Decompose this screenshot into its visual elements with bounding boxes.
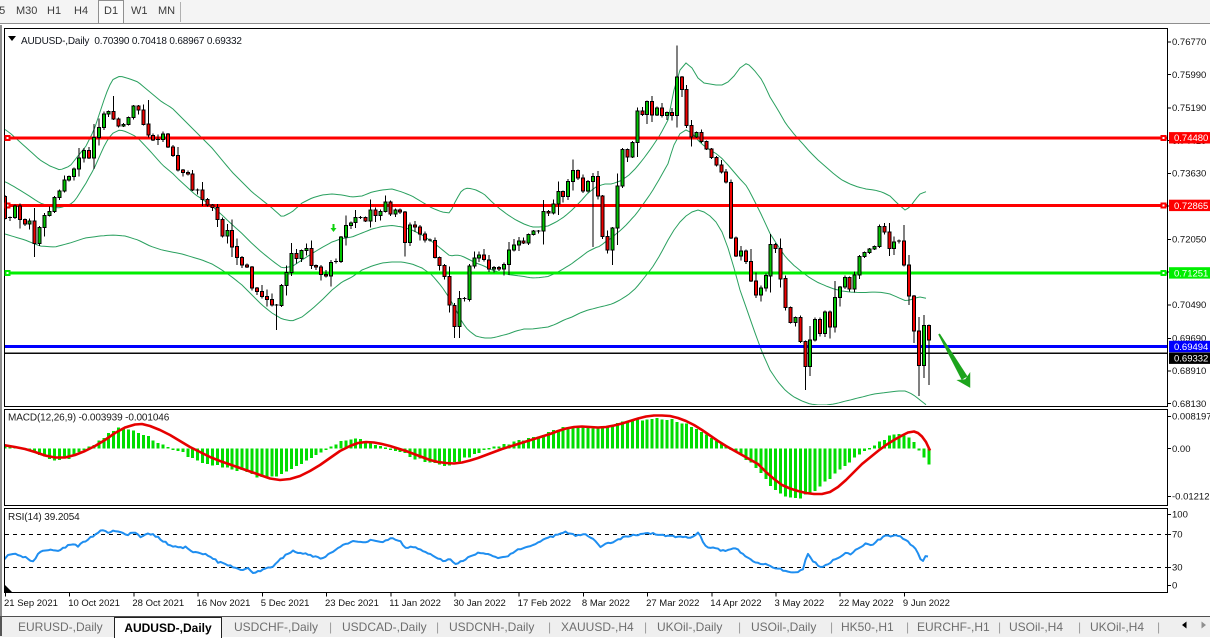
svg-text:0.69332: 0.69332 bbox=[1174, 354, 1208, 365]
svg-text:8 Mar 2022: 8 Mar 2022 bbox=[582, 598, 630, 609]
svg-text:0.70490: 0.70490 bbox=[1172, 300, 1206, 311]
svg-text:0.008197: 0.008197 bbox=[1172, 412, 1210, 423]
svg-text:0.72050: 0.72050 bbox=[1172, 235, 1206, 246]
svg-text:0.71251: 0.71251 bbox=[1174, 268, 1208, 279]
svg-text:3 May 2022: 3 May 2022 bbox=[775, 598, 825, 609]
svg-text:0.74480: 0.74480 bbox=[1174, 133, 1208, 144]
svg-text:11 Jan 2022: 11 Jan 2022 bbox=[389, 598, 441, 609]
svg-text:0.00: 0.00 bbox=[1172, 444, 1191, 455]
svg-text:AUDUSD-,Daily 0.70390 0.70418: AUDUSD-,Daily 0.70390 0.70418 0.68967 0.… bbox=[21, 36, 242, 47]
svg-text:30: 30 bbox=[1172, 563, 1183, 574]
svg-text:0.73630: 0.73630 bbox=[1172, 169, 1206, 180]
svg-text:0.69494: 0.69494 bbox=[1174, 342, 1208, 353]
svg-text:0.68910: 0.68910 bbox=[1172, 366, 1206, 377]
svg-text:0: 0 bbox=[1172, 581, 1177, 592]
svg-text:10 Oct 2021: 10 Oct 2021 bbox=[68, 598, 120, 609]
svg-text:100: 100 bbox=[1172, 510, 1188, 521]
svg-text:9 Jun 2022: 9 Jun 2022 bbox=[903, 598, 950, 609]
svg-text:0.75190: 0.75190 bbox=[1172, 103, 1206, 114]
svg-text:5 Dec 2021: 5 Dec 2021 bbox=[261, 598, 310, 609]
svg-text:17 Feb 2022: 17 Feb 2022 bbox=[518, 598, 571, 609]
svg-text:23 Dec 2021: 23 Dec 2021 bbox=[325, 598, 379, 609]
svg-text:16 Nov 2021: 16 Nov 2021 bbox=[197, 598, 251, 609]
svg-text:14 Apr 2022: 14 Apr 2022 bbox=[710, 598, 761, 609]
svg-text:21 Sep 2021: 21 Sep 2021 bbox=[4, 598, 58, 609]
svg-text:22 May 2022: 22 May 2022 bbox=[839, 598, 894, 609]
svg-text:MACD(12,26,9) -0.003939 -0.001: MACD(12,26,9) -0.003939 -0.001046 bbox=[8, 413, 170, 424]
svg-text:0.75990: 0.75990 bbox=[1172, 70, 1206, 81]
svg-text:0.72865: 0.72865 bbox=[1174, 201, 1208, 212]
svg-text:0.68130: 0.68130 bbox=[1172, 399, 1206, 410]
svg-text:28 Oct 2021: 28 Oct 2021 bbox=[132, 598, 184, 609]
svg-text:30 Jan 2022: 30 Jan 2022 bbox=[454, 598, 506, 609]
svg-text:0.69690: 0.69690 bbox=[1172, 334, 1206, 345]
svg-text:27 Mar 2022: 27 Mar 2022 bbox=[646, 598, 699, 609]
svg-text:0.76770: 0.76770 bbox=[1172, 37, 1206, 48]
svg-text:RSI(14) 39.2054: RSI(14) 39.2054 bbox=[8, 512, 80, 523]
svg-text:70: 70 bbox=[1172, 530, 1183, 541]
